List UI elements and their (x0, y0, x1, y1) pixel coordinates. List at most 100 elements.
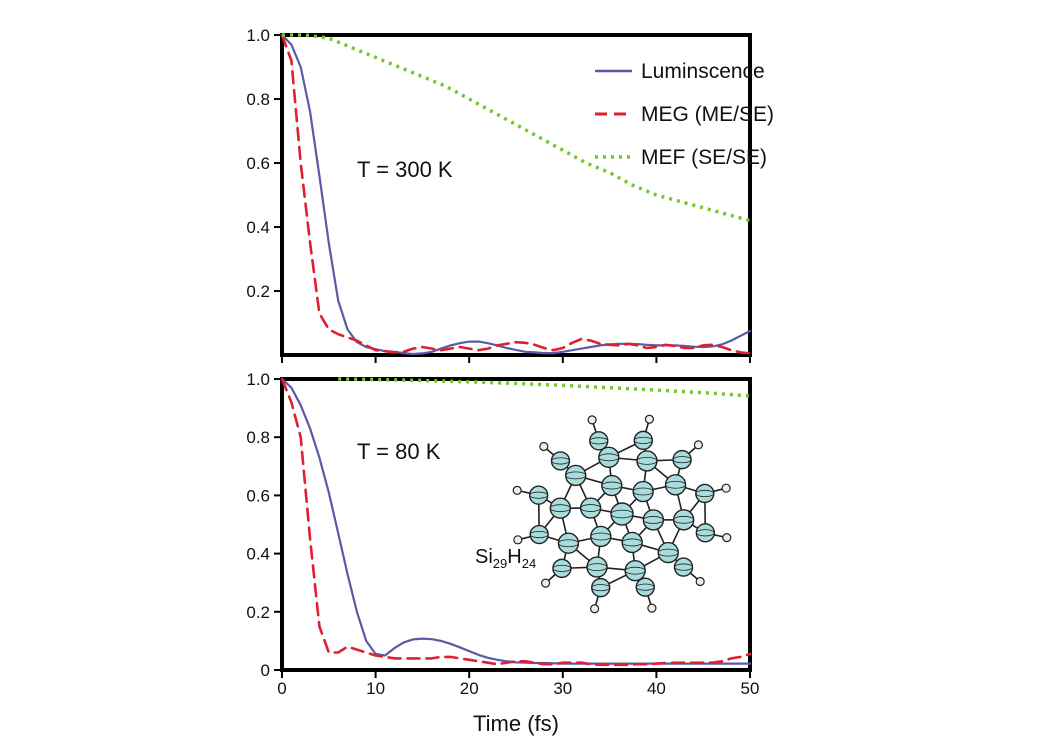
x-tick-label: 20 (460, 679, 479, 698)
silicon-atom (636, 450, 658, 472)
series-line-mef (338, 377, 751, 398)
silicon-atom (590, 525, 612, 548)
atom-shading (601, 481, 623, 490)
hydrogen-atom (539, 441, 549, 452)
legend-label-luminscence: Luminscence (641, 60, 765, 83)
atom-shading (549, 504, 571, 513)
silicon-atom (557, 532, 580, 554)
atom-shading (695, 529, 715, 537)
panel-80k: 0 10 20 30 40 50 0 0.2 0.4 0.6 0.8 1.0 T = 80 K Si2… (246, 370, 759, 698)
silicon-atom (642, 509, 665, 531)
series-line-meg (280, 33, 752, 355)
silicon-atom (695, 523, 716, 543)
atom-shading (632, 487, 654, 496)
silicon-atom (586, 556, 608, 578)
temperature-label-80k: T = 80 K (357, 439, 441, 464)
y-tick-label: 0.2 (246, 603, 270, 622)
silicon-atoms (528, 430, 716, 598)
y-tick-label: 0.8 (246, 428, 270, 447)
silicon-atom (591, 577, 611, 598)
atom-shading (672, 456, 692, 464)
atom-shading (610, 509, 634, 519)
hydrogen-atom (590, 604, 600, 614)
silicon-atom (601, 474, 623, 497)
molecule-label: Si29H24 (475, 546, 536, 571)
hydrogen-atom (693, 440, 704, 450)
x-axis-label: Time (fs) (473, 711, 559, 736)
x-tick-label: 0 (277, 679, 286, 698)
bottom-tick-labels: 0 10 20 30 40 50 0 0.2 0.4 0.6 0.8 1.0 (246, 370, 759, 698)
atom-shading (642, 516, 664, 524)
silicon-atom (550, 451, 571, 471)
hydrogen-atom (695, 576, 705, 587)
x-tick-label: 50 (741, 679, 760, 698)
atom-shading (529, 491, 549, 499)
y-tick-label: 0.2 (246, 282, 270, 301)
bottom-axis-ticks (274, 378, 751, 678)
silicon-atom (621, 531, 643, 554)
y-tick-label: 0.6 (246, 486, 270, 505)
silicon-atom (632, 480, 654, 503)
y-tick-label: 0.8 (246, 90, 270, 109)
silicon-atom (635, 577, 655, 597)
silicon-atom (529, 524, 549, 545)
atom-shading (529, 530, 549, 539)
atom-shading (558, 539, 579, 548)
atom-shading (580, 504, 602, 512)
x-tick-label: 40 (647, 679, 666, 698)
silicon-atom (565, 464, 587, 487)
atom-shading (636, 457, 658, 465)
silicon-atom (528, 485, 549, 505)
silicon-atom (673, 557, 694, 577)
y-tick-label: 0.4 (246, 545, 270, 564)
silicon-atom (672, 509, 695, 531)
hydrogen-atom (512, 485, 522, 495)
atom-shading (565, 471, 587, 480)
silicon-atom (695, 483, 715, 504)
top-y-tick-labels: 0.2 0.4 0.6 0.8 1.0 (246, 26, 270, 301)
atom-shading (665, 480, 686, 489)
bottom-series (280, 377, 752, 667)
atom-shading (674, 563, 693, 571)
y-tick-label: 0.4 (246, 218, 270, 237)
atom-shading (635, 583, 655, 591)
atom-shading (551, 457, 570, 465)
silicon-atom (633, 430, 653, 451)
x-tick-label: 30 (553, 679, 572, 698)
hydrogen-atom (722, 533, 732, 543)
silicon-atom (549, 497, 572, 519)
atom-shading (695, 489, 715, 498)
si29h24-molecule-illustration (512, 414, 732, 614)
atom-shading (590, 532, 612, 541)
legend: Luminscence MEG (ME/SE) MEF (SE/SE) (595, 60, 774, 169)
atom-shading (657, 548, 679, 557)
atom-shading (591, 584, 611, 592)
y-tick-label: 1.0 (246, 26, 270, 45)
hydrogen-atom (587, 415, 597, 425)
y-tick-label: 0.6 (246, 154, 270, 173)
atom-shading (598, 453, 620, 462)
legend-label-meg: MEG (ME/SE) (641, 103, 774, 126)
atom-shading (624, 566, 646, 575)
silicon-atom (610, 502, 634, 526)
hydrogen-atom (721, 483, 731, 493)
hydrogen-atoms (512, 414, 732, 614)
hydrogen-atom (644, 414, 654, 424)
silicon-atom (624, 559, 646, 582)
silicon-atom (552, 558, 572, 579)
silicon-atom (598, 446, 620, 469)
top-series (280, 33, 752, 356)
hydrogen-atom (647, 603, 657, 613)
legend-label-mef: MEF (SE/SE) (641, 146, 767, 169)
silicon-atom (672, 449, 692, 470)
y-tick-label: 0 (261, 661, 270, 680)
atom-shading (673, 515, 695, 524)
silicon-atom (657, 541, 679, 564)
atom-shading (633, 436, 653, 444)
silicon-atom (579, 497, 602, 519)
atom-shading (621, 538, 643, 547)
temperature-label-300k: T = 300 K (357, 157, 453, 182)
hydrogen-atom (540, 578, 551, 588)
hydrogen-atom (513, 535, 523, 545)
